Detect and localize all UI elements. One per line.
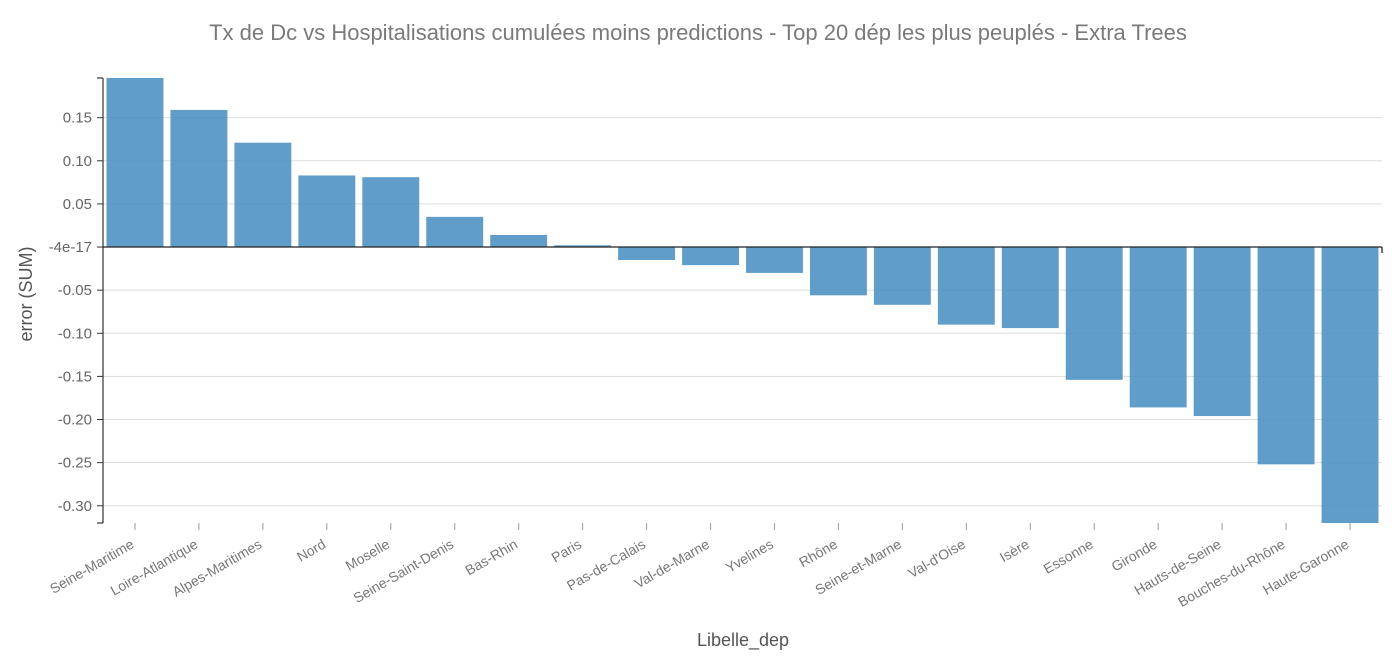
- y-axis-title: error (SUM): [16, 247, 36, 342]
- grid-lines: [103, 117, 1382, 507]
- bar: [809, 247, 867, 296]
- y-tick-label: -0.05: [58, 282, 92, 299]
- y-tick-label: -0.15: [58, 368, 92, 385]
- bar: [362, 177, 420, 248]
- x-tick-label: Bouches-du-Rhône: [1175, 536, 1288, 610]
- bar: [106, 78, 164, 248]
- bar: [618, 247, 676, 260]
- x-tick-labels: Seine-MaritimeLoire-AtlantiqueAlpes-Mari…: [47, 536, 1352, 610]
- bar: [873, 247, 931, 305]
- x-tick-label: Isère: [997, 536, 1032, 566]
- bar: [1193, 247, 1251, 417]
- x-tick-label: Bas-Rhin: [462, 536, 520, 579]
- y-tick-label: -4e-17: [49, 239, 92, 256]
- bar: [937, 247, 995, 325]
- x-tick-label: Moselle: [342, 536, 392, 574]
- y-tick-label: 0.05: [63, 196, 92, 213]
- axes: [97, 77, 1383, 530]
- x-tick-label: Essonne: [1041, 536, 1096, 577]
- bars: [106, 78, 1379, 523]
- x-tick-label: Val-d'Oise: [905, 536, 968, 582]
- bar: [490, 234, 548, 248]
- bar: [1001, 247, 1059, 329]
- x-tick-label: Rhône: [796, 536, 840, 571]
- x-tick-label: Paris: [548, 536, 584, 566]
- y-tick-label: -0.30: [58, 498, 92, 515]
- bar: [1321, 247, 1379, 523]
- bar: [426, 216, 484, 248]
- bar: [1065, 247, 1123, 380]
- bar: [1257, 247, 1315, 465]
- y-tick-label: -0.25: [58, 455, 92, 472]
- y-tick-label: 0.10: [63, 153, 92, 170]
- bar: [682, 247, 739, 266]
- y-tick-label: -0.10: [58, 325, 92, 342]
- bar: [234, 142, 292, 248]
- y-tick-label: -0.20: [58, 412, 92, 429]
- bar: [746, 247, 803, 273]
- bar: [298, 175, 356, 248]
- x-tick-label: Yvelines: [723, 536, 776, 576]
- chart-title: Tx de Dc vs Hospitalisations cumulées mo…: [209, 20, 1187, 45]
- x-tick-label: Gironde: [1109, 536, 1160, 575]
- x-tick-label: Nord: [294, 536, 328, 565]
- y-tick-label: 0.15: [63, 110, 92, 127]
- x-axis-title: Libelle_dep: [697, 630, 789, 651]
- bar: [1129, 247, 1187, 408]
- bar: [554, 245, 612, 248]
- bar: [170, 109, 228, 248]
- y-tick-labels: 0.15 0.10 0.05 -4e-17 -0.05 -0.10 -0.15 -0.20 -0…: [49, 110, 92, 515]
